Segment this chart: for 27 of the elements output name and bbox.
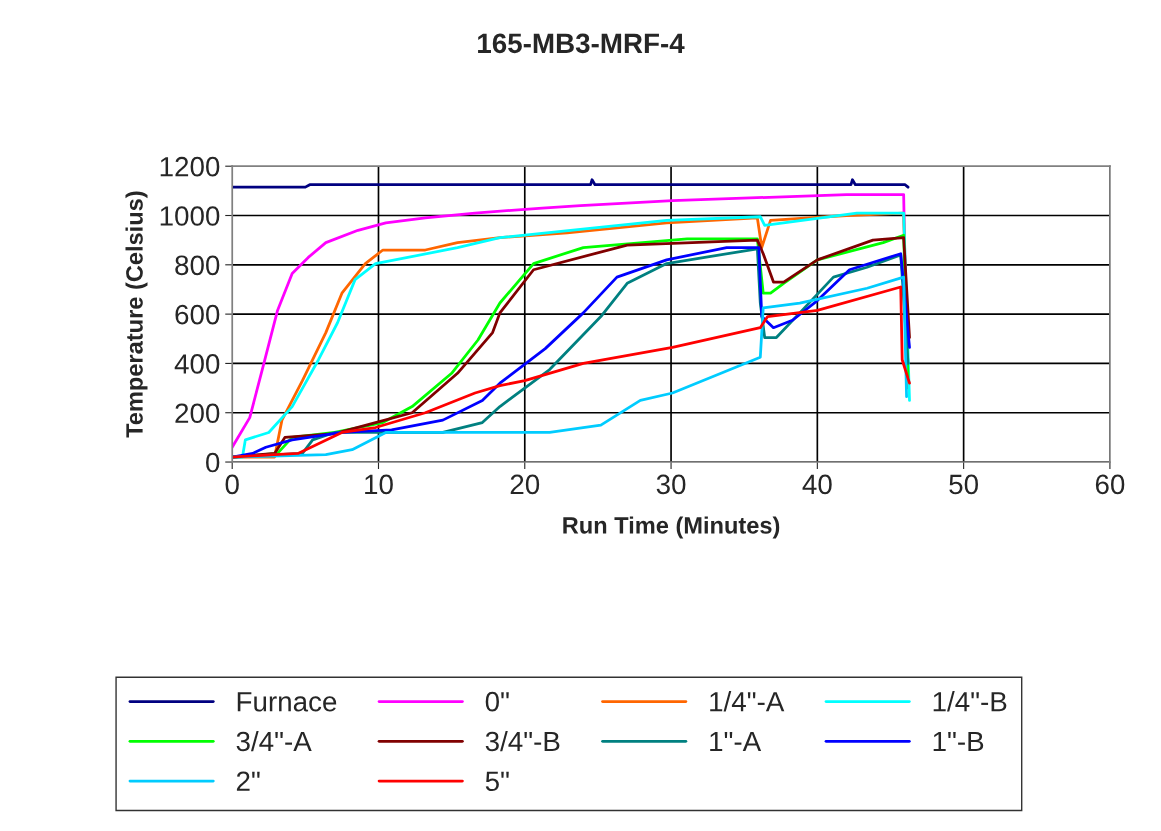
legend-label: 2" — [236, 771, 260, 791]
y-tick-label: 600 — [175, 304, 220, 325]
x-tick-label: 40 — [802, 474, 832, 495]
y-tick-label: 1200 — [160, 156, 220, 177]
y-tick-label: 400 — [174, 354, 220, 374]
legend-label: 5" — [485, 771, 509, 792]
x-tick-label: 10 — [365, 474, 393, 495]
legend-label: 0" — [485, 691, 509, 712]
legend-label: 1"-A — [710, 731, 762, 752]
legend-label: Furnace — [237, 692, 337, 712]
y-tick-label: 1000 — [160, 206, 220, 226]
legend-label: 1/4"-B — [933, 691, 1007, 712]
x-tick-label: 0 — [225, 474, 239, 495]
y-axis-title: Temperature (Celsius) — [125, 191, 148, 438]
x-tick-label: 60 — [1095, 474, 1125, 495]
y-tick-label: 200 — [175, 403, 220, 424]
legend-label: 1/4"-A — [710, 691, 785, 712]
legend-label: 1"-B — [933, 731, 984, 752]
x-axis-title: Run Time (Minutes) — [563, 516, 780, 539]
x-tick-label: 50 — [949, 474, 978, 495]
y-tick-label: 800 — [175, 255, 220, 276]
y-tick-label: 0 — [206, 452, 220, 473]
legend-label: 3/4"-B — [485, 730, 560, 752]
x-tick-label: 20 — [510, 474, 540, 495]
x-tick-label: 30 — [656, 474, 686, 495]
chart-title: 165-MB3-MRF-4 — [478, 33, 685, 54]
legend-label: 3/4"-A — [236, 730, 312, 752]
